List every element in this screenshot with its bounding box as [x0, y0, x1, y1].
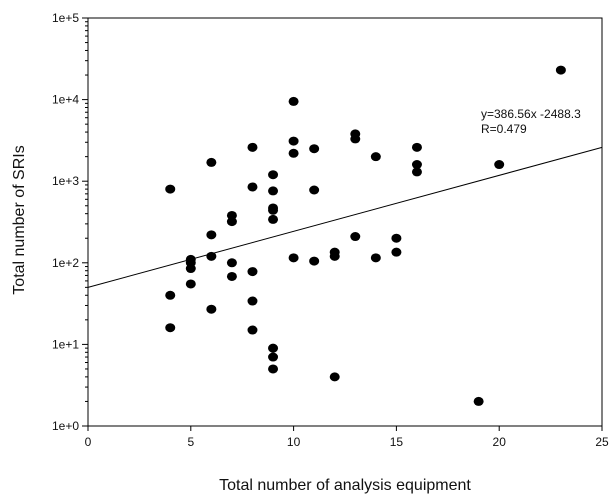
data-point — [165, 323, 176, 333]
data-point — [288, 148, 299, 158]
data-point — [247, 142, 258, 152]
trendline-equation: y=386.56x -2488.3 — [481, 107, 581, 121]
data-point — [411, 167, 422, 177]
data-point — [206, 304, 217, 314]
data-point — [226, 258, 237, 268]
data-point — [268, 170, 279, 180]
data-point — [370, 152, 381, 162]
data-point — [185, 264, 196, 274]
y-axis-ticks: 1e+0 1e+1 1e+2 1e+3 1e+4 1e+5 — [52, 11, 88, 433]
plot-frame — [87, 17, 603, 427]
x-axis-title: Total number of analysis equipment — [219, 477, 471, 494]
data-point — [391, 247, 402, 257]
data-point — [165, 290, 176, 300]
x-tick-label: 25 — [595, 435, 609, 449]
data-point — [411, 142, 422, 152]
y-tick-label: 1e+4 — [52, 93, 79, 107]
data-point — [268, 343, 279, 353]
data-point — [226, 271, 237, 281]
x-tick-label: 0 — [85, 435, 92, 449]
data-point — [350, 134, 361, 144]
data-point — [309, 256, 320, 266]
data-point — [288, 96, 299, 106]
data-point — [329, 372, 340, 382]
data-point — [329, 251, 340, 261]
data-points — [165, 65, 566, 406]
data-point — [165, 184, 176, 194]
data-point — [411, 160, 422, 170]
data-point — [268, 352, 279, 362]
y-tick-label: 1e+3 — [52, 174, 79, 188]
data-point — [247, 325, 258, 335]
plot-area — [87, 17, 603, 427]
y-tick-label: 1e+2 — [52, 256, 79, 270]
data-point — [226, 217, 237, 227]
data-point — [288, 136, 299, 146]
data-point — [247, 267, 258, 277]
data-point — [494, 160, 505, 170]
data-point — [247, 296, 258, 306]
data-point — [268, 214, 279, 224]
x-axis-ticks: 0 5 10 15 20 25 — [85, 426, 609, 449]
trendline — [87, 146, 603, 288]
data-point — [206, 230, 217, 240]
correlation-label: R=0.479 — [481, 122, 527, 136]
y-tick-label: 1e+0 — [52, 419, 79, 433]
data-point — [309, 144, 320, 154]
x-tick-label: 15 — [390, 435, 404, 449]
data-point — [473, 396, 484, 406]
trendline-group — [87, 146, 603, 288]
data-point — [370, 253, 381, 263]
y-tick-label: 1e+1 — [52, 337, 79, 351]
y-tick-label: 1e+5 — [52, 11, 79, 25]
y-axis-title: Total number of SRIs — [11, 145, 28, 294]
data-point — [268, 186, 279, 196]
data-point — [288, 253, 299, 263]
x-tick-label: 5 — [187, 435, 194, 449]
data-point — [268, 205, 279, 215]
data-point — [206, 251, 217, 261]
data-point — [185, 279, 196, 289]
data-point — [350, 232, 361, 242]
data-point — [268, 364, 279, 374]
data-point — [247, 182, 258, 192]
data-point — [391, 233, 402, 243]
data-point — [555, 65, 566, 75]
data-point — [309, 185, 320, 195]
x-tick-label: 10 — [287, 435, 301, 449]
x-tick-label: 20 — [493, 435, 507, 449]
data-point — [206, 157, 217, 167]
